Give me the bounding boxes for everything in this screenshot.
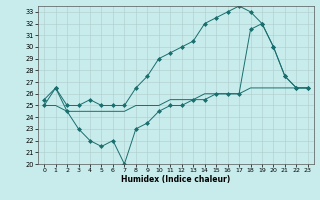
X-axis label: Humidex (Indice chaleur): Humidex (Indice chaleur): [121, 175, 231, 184]
